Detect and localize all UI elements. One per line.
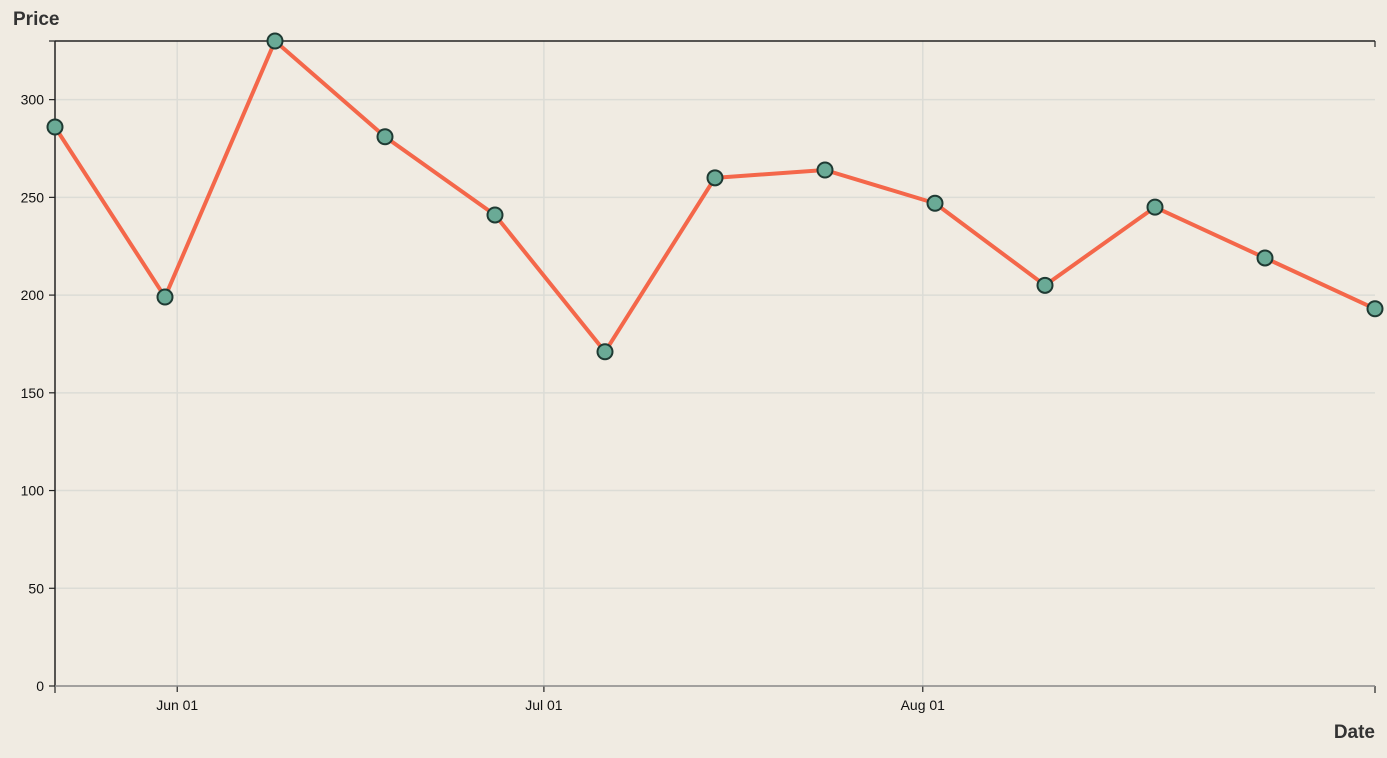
data-point[interactable] [1366,300,1384,318]
data-point[interactable] [1146,198,1164,216]
y-tick-label: 50 [28,580,44,596]
y-tick-label: 200 [21,287,45,303]
tick-labels: 0 50 100 150 200 250 300 Jun 01 Jul 01 Aug 01 [21,92,946,713]
data-point[interactable] [1036,276,1054,294]
y-tick-label: 250 [21,189,45,205]
x-tick-label: Jul 01 [525,697,563,713]
data-point[interactable] [376,128,394,146]
data-point[interactable] [926,194,944,212]
data-point[interactable] [1256,249,1274,267]
y-axis-title: Price [13,9,59,30]
data-point[interactable] [486,206,504,224]
axes [49,40,1376,693]
x-tick-label: Jun 01 [156,697,198,713]
data-point[interactable] [266,32,284,50]
data-point[interactable] [816,161,834,179]
data-point[interactable] [156,288,174,306]
y-tick-label: 300 [21,92,45,108]
series-layer [46,32,1384,361]
data-point[interactable] [46,118,64,136]
x-axis-title: Date [1334,722,1375,743]
data-point[interactable] [596,343,614,361]
data-point[interactable] [706,169,724,187]
series-line [53,39,1377,354]
y-tick-label: 100 [21,483,45,499]
y-tick-label: 0 [36,678,44,694]
x-tick-label: Aug 01 [901,697,946,713]
y-tick-label: 150 [21,385,45,401]
grid-lines [55,41,1375,686]
